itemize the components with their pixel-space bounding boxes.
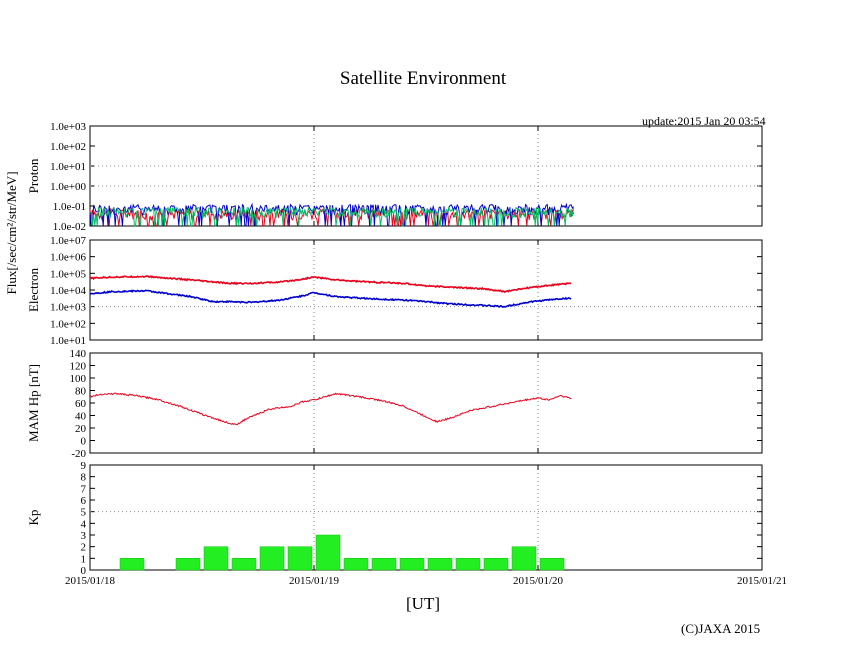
y-tick-label: 140 — [70, 348, 87, 360]
y-tick-label: 1.0e+00 — [50, 181, 86, 193]
update-timestamp: update:2015 Jan 20 03:54 — [642, 114, 766, 128]
y-tick-label: 1.0e+01 — [50, 161, 86, 173]
panel-y-label: MAM Hp [nT] — [26, 364, 41, 442]
proton-series-line — [89, 205, 575, 227]
x-tick-label: 2015/01/20 — [513, 575, 564, 587]
panel-frame — [89, 239, 763, 341]
kp-bar — [287, 546, 313, 571]
y-tick-label: 0 — [81, 436, 87, 448]
panel-y-label: Kp — [26, 510, 41, 526]
y-tick-label: 6 — [81, 495, 87, 507]
y-tick-label: 5 — [81, 507, 87, 519]
y-tick-label: 1.0e+03 — [50, 302, 86, 314]
x-tick-label: 2015/01/19 — [289, 575, 340, 587]
y-tick-label: 80 — [75, 386, 87, 398]
kp-bar — [343, 558, 369, 571]
kp-bar — [259, 546, 285, 571]
flux-y-label: Flux[/sec/cm²/str/MeV] — [4, 171, 19, 294]
kp-bar — [175, 558, 201, 571]
panel-kp — [89, 464, 763, 571]
kp-bar — [455, 558, 481, 571]
panel-proton — [89, 125, 763, 227]
y-tick-label: 100 — [70, 373, 87, 385]
y-tick-label: 1.0e-01 — [53, 201, 86, 213]
y-tick-label: 9 — [81, 460, 87, 472]
panel-frame — [89, 352, 763, 454]
y-tick-label: 1.0e+02 — [50, 318, 86, 330]
y-tick-label: 1.0e+07 — [50, 235, 86, 247]
y-tick-label: 1 — [81, 553, 87, 565]
kp-bar — [427, 558, 453, 571]
kp-bar — [399, 558, 425, 571]
electron-series-line — [89, 274, 572, 294]
y-tick-label: 1.0e+03 — [50, 121, 86, 133]
kp-bar — [539, 558, 565, 571]
copyright: (C)JAXA 2015 — [681, 621, 761, 636]
x-tick-label: 2015/01/21 — [737, 575, 787, 587]
y-tick-label: 120 — [70, 361, 87, 373]
y-tick-label: 0 — [81, 565, 87, 577]
y-tick-label: 3 — [81, 530, 87, 542]
chart-title: Satellite Environment — [339, 68, 507, 89]
kp-bar — [371, 558, 397, 571]
panel-frame — [89, 125, 763, 227]
y-tick-label: 2 — [81, 542, 87, 554]
proton-series-line — [89, 202, 574, 227]
y-tick-label: 1.0e+04 — [50, 285, 86, 297]
kp-bar — [315, 534, 341, 571]
y-tick-label: 1.0e-02 — [53, 221, 86, 233]
panel-y-label: Electron — [26, 267, 41, 312]
kp-bar — [511, 546, 537, 571]
panel-mam-hp — [89, 352, 763, 454]
y-tick-label: 1.0e+02 — [50, 141, 86, 153]
y-tick-label: 1.0e+06 — [50, 252, 86, 264]
y-tick-label: 4 — [81, 518, 87, 530]
panel-y-label: Proton — [26, 158, 41, 193]
y-tick-label: 8 — [81, 472, 87, 484]
kp-bar — [483, 558, 509, 571]
electron-series-line — [89, 289, 572, 308]
mam-hp-series-line — [89, 392, 572, 426]
x-tick-label: 2015/01/18 — [65, 575, 116, 587]
panel-electron — [89, 239, 763, 341]
panel-frame — [89, 464, 763, 571]
y-tick-label: 7 — [81, 483, 87, 495]
x-axis-unit: [UT] — [406, 594, 440, 613]
kp-bar — [231, 558, 257, 571]
y-tick-label: 60 — [75, 398, 87, 410]
y-tick-label: 40 — [75, 411, 87, 423]
y-tick-label: 20 — [75, 423, 87, 435]
y-tick-label: 1.0e+01 — [50, 335, 86, 347]
y-tick-label: 1.0e+05 — [50, 268, 86, 280]
kp-bar — [119, 558, 145, 571]
kp-bar — [203, 546, 229, 571]
y-tick-label: -20 — [71, 448, 86, 460]
